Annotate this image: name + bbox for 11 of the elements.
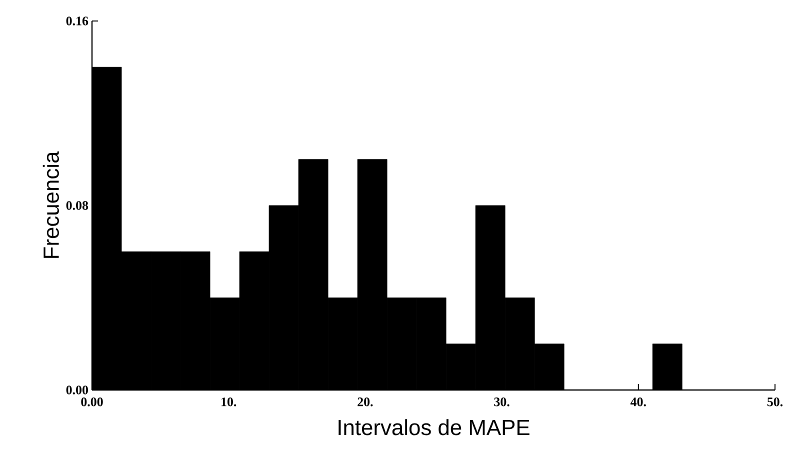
x-tick-label: 30. xyxy=(494,398,510,406)
x-tick-label: 20. xyxy=(358,398,373,406)
y-tick-label: 0.00 xyxy=(66,386,88,394)
x-tick-label: 10. xyxy=(222,398,236,406)
y-axis-title: Frecuencia xyxy=(42,151,59,258)
x-tick-label: 50. xyxy=(767,398,783,406)
x-tick-label: 40. xyxy=(630,398,646,406)
x-axis-title: Intervalos de MAPE xyxy=(338,419,530,436)
y-tick-label: 0.16 xyxy=(66,16,88,26)
x-tick-label: 0.00 xyxy=(81,398,103,406)
y-tick-label: 0.08 xyxy=(66,201,88,210)
